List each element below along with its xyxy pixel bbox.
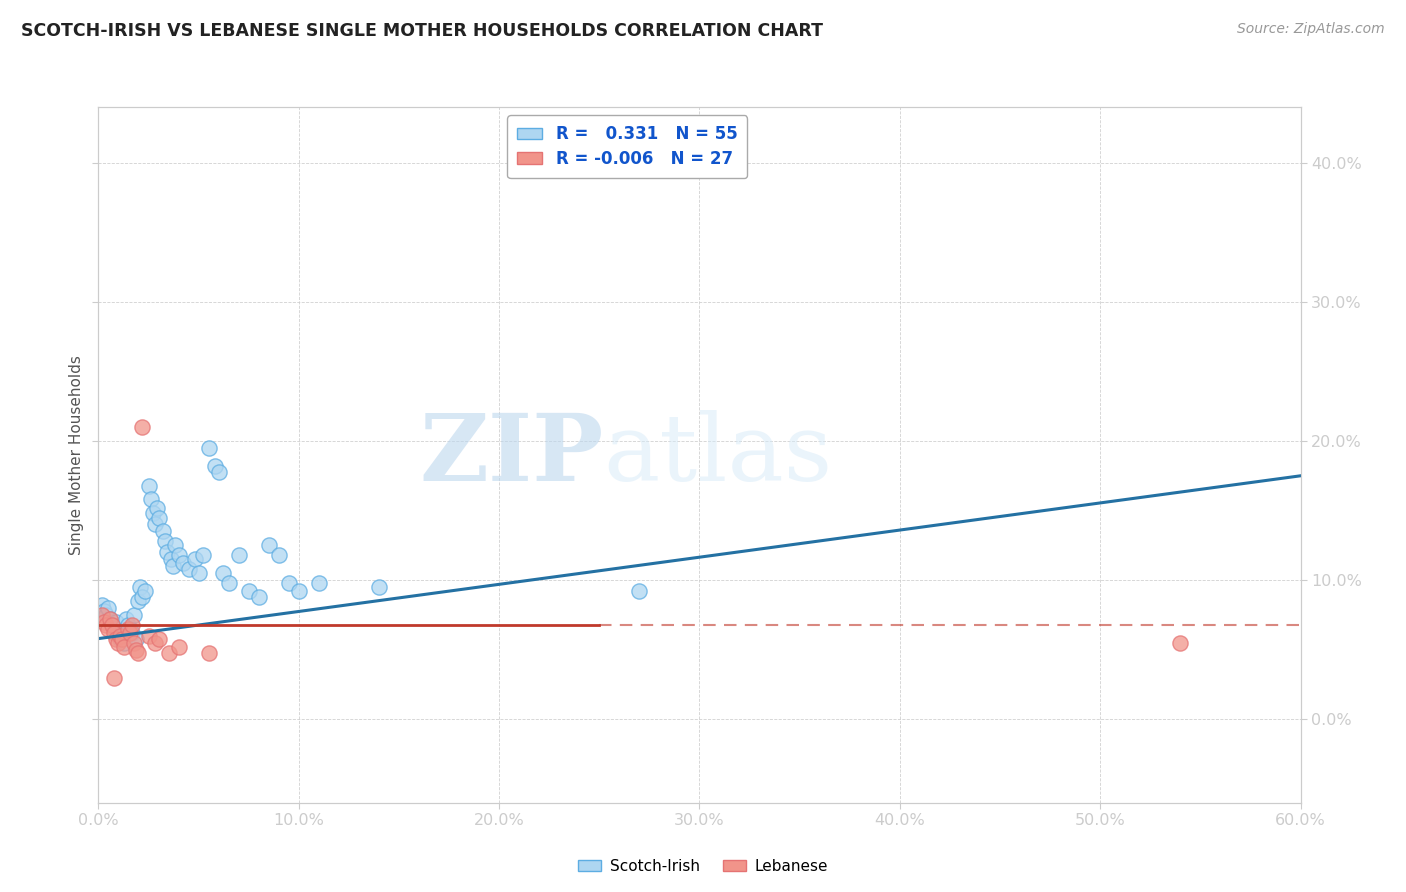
Scotch-Irish [218, 576, 240, 591]
Lebanese [148, 632, 170, 646]
Scotch-Irish [128, 594, 150, 608]
Lebanese [91, 607, 114, 622]
Scotch-Irish [159, 552, 181, 566]
Lebanese [101, 617, 124, 632]
Scotch-Irish [134, 584, 156, 599]
Scotch-Irish [107, 626, 129, 640]
Scotch-Irish [145, 500, 167, 515]
Scotch-Irish [191, 548, 214, 562]
Scotch-Irish [131, 590, 153, 604]
Scotch-Irish [93, 604, 115, 618]
Scotch-Irish [125, 632, 148, 646]
Lebanese [100, 612, 122, 626]
Scotch-Irish [368, 580, 391, 594]
Lebanese [96, 617, 118, 632]
Lebanese [125, 642, 148, 657]
Scotch-Irish [124, 607, 146, 622]
Scotch-Irish [277, 576, 299, 591]
Scotch-Irish [138, 478, 160, 492]
Scotch-Irish [110, 632, 132, 646]
Lebanese [114, 640, 136, 654]
Legend: Scotch-Irish, Lebanese: Scotch-Irish, Lebanese [572, 853, 834, 880]
Legend: R =   0.331   N = 55, R = -0.006   N = 27: R = 0.331 N = 55, R = -0.006 N = 27 [508, 115, 748, 178]
Scotch-Irish [139, 492, 162, 507]
Lebanese [1170, 636, 1192, 650]
Scotch-Irish [172, 557, 194, 571]
Lebanese [128, 646, 150, 660]
Scotch-Irish [100, 612, 122, 626]
Scotch-Irish [163, 538, 186, 552]
Scotch-Irish [152, 524, 174, 539]
Scotch-Irish [257, 538, 280, 552]
Lebanese [120, 626, 142, 640]
Lebanese [111, 632, 134, 646]
Lebanese [103, 671, 125, 685]
Y-axis label: Single Mother Households: Single Mother Households [69, 355, 84, 555]
Scotch-Irish [101, 617, 124, 632]
Lebanese [157, 646, 180, 660]
Scotch-Irish [97, 601, 120, 615]
Scotch-Irish [111, 629, 134, 643]
Scotch-Irish [187, 566, 209, 581]
Scotch-Irish [177, 562, 200, 576]
Scotch-Irish [211, 566, 233, 581]
Scotch-Irish [153, 534, 176, 549]
Text: ZIP: ZIP [419, 410, 603, 500]
Lebanese [124, 636, 146, 650]
Scotch-Irish [197, 441, 219, 455]
Scotch-Irish [204, 458, 226, 473]
Scotch-Irish [120, 622, 142, 636]
Scotch-Irish [103, 622, 125, 636]
Scotch-Irish [155, 545, 177, 559]
Lebanese [117, 622, 139, 636]
Scotch-Irish [141, 507, 163, 521]
Scotch-Irish [288, 584, 311, 599]
Scotch-Irish [121, 626, 143, 640]
Scotch-Irish [143, 517, 166, 532]
Lebanese [105, 632, 128, 646]
Lebanese [167, 640, 190, 654]
Scotch-Irish [308, 576, 330, 591]
Scotch-Irish [148, 510, 170, 524]
Scotch-Irish [114, 636, 136, 650]
Lebanese [143, 636, 166, 650]
Scotch-Irish [96, 607, 118, 622]
Scotch-Irish [162, 559, 184, 574]
Lebanese [121, 617, 143, 632]
Scotch-Irish [628, 584, 651, 599]
Scotch-Irish [115, 612, 138, 626]
Scotch-Irish [105, 615, 128, 629]
Text: Source: ZipAtlas.com: Source: ZipAtlas.com [1237, 22, 1385, 37]
Scotch-Irish [91, 598, 114, 612]
Text: SCOTCH-IRISH VS LEBANESE SINGLE MOTHER HOUSEHOLDS CORRELATION CHART: SCOTCH-IRISH VS LEBANESE SINGLE MOTHER H… [21, 22, 823, 40]
Scotch-Irish [208, 465, 231, 479]
Scotch-Irish [267, 548, 290, 562]
Lebanese [107, 636, 129, 650]
Lebanese [103, 626, 125, 640]
Scotch-Irish [228, 548, 250, 562]
Lebanese [110, 629, 132, 643]
Text: atlas: atlas [603, 410, 832, 500]
Lebanese [131, 420, 153, 434]
Scotch-Irish [129, 580, 152, 594]
Scotch-Irish [247, 590, 270, 604]
Lebanese [97, 622, 120, 636]
Scotch-Irish [117, 617, 139, 632]
Scotch-Irish [167, 548, 190, 562]
Scotch-Irish [238, 584, 260, 599]
Lebanese [93, 615, 115, 629]
Lebanese [197, 646, 219, 660]
Scotch-Irish [183, 552, 205, 566]
Lebanese [138, 629, 160, 643]
